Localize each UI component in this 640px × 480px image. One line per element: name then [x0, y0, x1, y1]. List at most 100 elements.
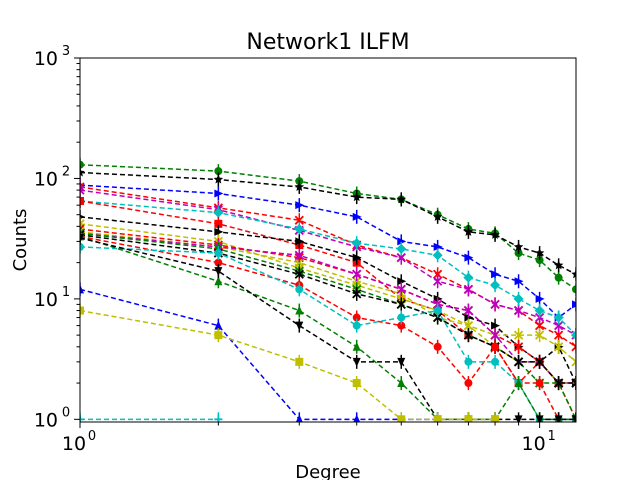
- data-point: [490, 299, 500, 310]
- data-point: [351, 192, 362, 202]
- data-point: [294, 181, 305, 191]
- data-point: [514, 415, 523, 422]
- data-point: [534, 320, 545, 331]
- data-point: [80, 242, 84, 251]
- data-point: [396, 299, 406, 310]
- data-point: [553, 312, 564, 323]
- data-point: [553, 342, 564, 352]
- series-line: [80, 186, 576, 348]
- data-point: [294, 215, 304, 225]
- data-point: [80, 306, 84, 315]
- data-point: [433, 306, 442, 315]
- data-point: [554, 273, 563, 282]
- series-2: [80, 165, 576, 282]
- data-point: [295, 321, 304, 331]
- series-7: [80, 193, 576, 422]
- data-point: [572, 285, 576, 294]
- data-point: [80, 167, 85, 177]
- y-tick-exponent: 0: [62, 405, 70, 420]
- data-point: [572, 415, 576, 422]
- data-point: [464, 253, 474, 262]
- data-point: [571, 342, 576, 352]
- series-line: [80, 235, 576, 421]
- series-line: [80, 246, 576, 421]
- data-point: [513, 293, 524, 304]
- data-point: [554, 415, 563, 422]
- series-10: [80, 222, 576, 391]
- x-axis: 10 0 10 1: [62, 422, 556, 455]
- data-point: [553, 260, 564, 270]
- data-point: [352, 341, 361, 351]
- data-point: [463, 305, 474, 316]
- data-point: [80, 185, 85, 195]
- data-point: [352, 357, 361, 367]
- data-point: [80, 182, 85, 192]
- data-point: [513, 342, 524, 352]
- data-point: [80, 160, 84, 169]
- data-point: [432, 250, 443, 261]
- data-point: [396, 284, 406, 294]
- data-point: [513, 241, 524, 251]
- data-point: [352, 313, 361, 322]
- series-line: [80, 232, 576, 420]
- data-point: [213, 207, 224, 218]
- data-point: [214, 276, 223, 286]
- data-point: [513, 330, 524, 340]
- data-point: [491, 415, 500, 422]
- data-point: [352, 212, 362, 221]
- data-point: [571, 357, 576, 367]
- y-axis: 10 0 10 1 10 2 10 3: [34, 44, 80, 431]
- data-point: [80, 234, 84, 244]
- data-point: [397, 237, 407, 246]
- data-point: [571, 378, 576, 388]
- series-line: [80, 231, 576, 384]
- series-20: [80, 303, 500, 422]
- data-point: [295, 414, 303, 422]
- data-point: [514, 378, 523, 388]
- data-point: [397, 378, 406, 388]
- y-tick-exponent: 3: [62, 44, 70, 59]
- data-point: [514, 277, 524, 286]
- data-point: [432, 211, 443, 221]
- data-point: [491, 270, 501, 279]
- data-point: [397, 415, 406, 422]
- data-point: [295, 357, 304, 366]
- x-tick-exponent: 0: [88, 429, 96, 444]
- data-point: [490, 229, 500, 239]
- data-point: [214, 219, 223, 228]
- plot-area: [80, 157, 576, 422]
- y-tick-exponent: 1: [62, 285, 70, 300]
- data-point: [571, 269, 576, 279]
- data-point: [433, 242, 443, 251]
- data-point: [572, 300, 576, 309]
- y-tick-exponent: 2: [62, 164, 70, 179]
- data-point: [213, 174, 224, 184]
- data-point: [463, 226, 474, 236]
- data-point: [534, 305, 545, 316]
- data-point: [491, 357, 500, 366]
- series-line: [80, 234, 576, 384]
- y-tick-label: 10: [34, 409, 58, 431]
- data-point: [464, 379, 473, 388]
- data-point: [351, 238, 362, 249]
- y-tick-label: 10: [34, 289, 58, 311]
- data-point: [553, 378, 564, 388]
- series-line: [80, 163, 576, 290]
- series-line: [80, 184, 576, 319]
- series-14: [80, 227, 576, 391]
- series-line: [80, 171, 576, 275]
- data-point: [214, 267, 223, 277]
- data-point: [80, 214, 85, 220]
- data-point: [352, 253, 362, 262]
- data-point: [535, 294, 545, 303]
- data-point: [464, 415, 473, 422]
- data-point: [513, 357, 524, 367]
- data-point: [80, 196, 84, 205]
- data-point: [433, 342, 442, 351]
- data-point: [433, 415, 442, 422]
- series-line: [80, 200, 576, 420]
- chart-title: Network1 ILFM: [246, 30, 409, 55]
- data-point: [214, 249, 223, 258]
- data-point: [214, 227, 224, 236]
- x-tick-exponent: 1: [547, 429, 555, 444]
